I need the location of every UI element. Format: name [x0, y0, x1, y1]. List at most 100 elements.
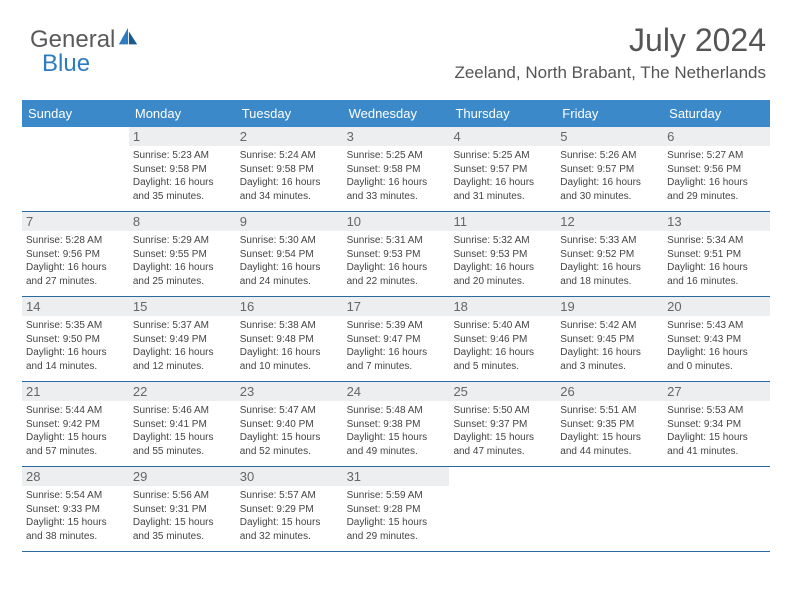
day-number: 25 — [449, 382, 556, 401]
day-number: 29 — [129, 467, 236, 486]
day-details: Sunrise: 5:54 AMSunset: 9:33 PMDaylight:… — [26, 489, 125, 543]
sunrise-text: Sunrise: 5:40 AM — [453, 319, 552, 333]
day-cell: 1Sunrise: 5:23 AMSunset: 9:58 PMDaylight… — [129, 127, 236, 211]
day-details: Sunrise: 5:31 AMSunset: 9:53 PMDaylight:… — [347, 234, 446, 288]
day-details: Sunrise: 5:24 AMSunset: 9:58 PMDaylight:… — [240, 149, 339, 203]
sunrise-text: Sunrise: 5:44 AM — [26, 404, 125, 418]
day-cell: 27 Sunrise: 5:53 AMSunset: 9:34 PMDayligh… — [663, 382, 770, 466]
day-cell: 21Sunrise: 5:44 AMSunset: 9:42 PMDayligh… — [22, 382, 129, 466]
sunrise-text: Sunrise: 5:28 AM — [26, 234, 125, 248]
day-cell: 14Sunrise: 5:35 AMSunset: 9:50 PMDayligh… — [22, 297, 129, 381]
day-details: Sunrise: 5:51 AMSunset: 9:35 PMDaylight:… — [560, 404, 659, 458]
sunrise-text: Sunrise: 5:53 AM — [667, 404, 766, 418]
day-number: 19 — [556, 297, 663, 316]
sunrise-text: Sunrise: 5:29 AM — [133, 234, 232, 248]
day-cell: 6Sunrise: 5:27 AMSunset: 9:56 PMDaylight… — [663, 127, 770, 211]
day-details: Sunrise: 5:30 AMSunset: 9:54 PMDaylight:… — [240, 234, 339, 288]
sunrise-text: Sunrise: 5:37 AM — [133, 319, 232, 333]
sunset-text: Sunset: 9:46 PM — [453, 333, 552, 347]
sunrise-text: Sunrise: 5:57 AM — [240, 489, 339, 503]
day-cell: 17Sunrise: 5:39 AMSunset: 9:47 PMDayligh… — [343, 297, 450, 381]
sunrise-text: Sunrise: 5:47 AM — [240, 404, 339, 418]
daylight-text: Daylight: 16 hours and 0 minutes. — [667, 346, 766, 373]
sunrise-text: Sunrise: 5:33 AM — [560, 234, 659, 248]
sunset-text: Sunset: 9:43 PM — [667, 333, 766, 347]
sunrise-text: Sunrise: 5:35 AM — [26, 319, 125, 333]
sunset-text: Sunset: 9:58 PM — [347, 163, 446, 177]
day-details: Sunrise: 5:28 AMSunset: 9:56 PMDaylight:… — [26, 234, 125, 288]
day-number: 10 — [343, 212, 450, 231]
sunset-text: Sunset: 9:40 PM — [240, 418, 339, 432]
sunset-text: Sunset: 9:42 PM — [26, 418, 125, 432]
sunset-text: Sunset: 9:57 PM — [453, 163, 552, 177]
day-details: Sunrise: 5:50 AMSunset: 9:37 PMDaylight:… — [453, 404, 552, 458]
sunset-text: Sunset: 9:33 PM — [26, 503, 125, 517]
day-number: 24 — [343, 382, 450, 401]
daylight-text: Daylight: 16 hours and 5 minutes. — [453, 346, 552, 373]
day-cell: 2Sunrise: 5:24 AMSunset: 9:58 PMDaylight… — [236, 127, 343, 211]
day-cell: 29 Sunrise: 5:56 AMSunset: 9:31 PMDayligh… — [129, 467, 236, 551]
day-details: Sunrise: 5:25 AMSunset: 9:57 PMDaylight:… — [453, 149, 552, 203]
day-details: Sunrise: 5:56 AMSunset: 9:31 PMDaylight:… — [133, 489, 232, 543]
daylight-text: Daylight: 15 hours and 55 minutes. — [133, 431, 232, 458]
day-number: 5 — [556, 127, 663, 146]
day-details: Sunrise: 5:43 AMSunset: 9:43 PMDaylight:… — [667, 319, 766, 373]
daylight-text: Daylight: 15 hours and 32 minutes. — [240, 516, 339, 543]
day-details: Sunrise: 5:27 AMSunset: 9:56 PMDaylight:… — [667, 149, 766, 203]
day-details: Sunrise: 5:40 AMSunset: 9:46 PMDaylight:… — [453, 319, 552, 373]
sunset-text: Sunset: 9:53 PM — [453, 248, 552, 262]
day-details: Sunrise: 5:57 AMSunset: 9:29 PMDaylight:… — [240, 489, 339, 543]
sunrise-text: Sunrise: 5:46 AM — [133, 404, 232, 418]
sunrise-text: Sunrise: 5:34 AM — [667, 234, 766, 248]
day-number: 28 — [22, 467, 129, 486]
day-details: Sunrise: 5:33 AMSunset: 9:52 PMDaylight:… — [560, 234, 659, 288]
day-details: Sunrise: 5:39 AMSunset: 9:47 PMDaylight:… — [347, 319, 446, 373]
day-number: 8 — [129, 212, 236, 231]
daylight-text: Daylight: 16 hours and 22 minutes. — [347, 261, 446, 288]
daylight-text: Daylight: 16 hours and 16 minutes. — [667, 261, 766, 288]
daylight-text: Daylight: 15 hours and 49 minutes. — [347, 431, 446, 458]
day-cell: 7Sunrise: 5:28 AMSunset: 9:56 PMDaylight… — [22, 212, 129, 296]
day-number: 15 — [129, 297, 236, 316]
sunrise-text: Sunrise: 5:39 AM — [347, 319, 446, 333]
day-number: 13 — [663, 212, 770, 231]
day-details: Sunrise: 5:46 AMSunset: 9:41 PMDaylight:… — [133, 404, 232, 458]
day-number: 21 — [22, 382, 129, 401]
day-details: Sunrise: 5:48 AMSunset: 9:38 PMDaylight:… — [347, 404, 446, 458]
day-cell — [22, 127, 129, 211]
day-details: Sunrise: 5:37 AMSunset: 9:49 PMDaylight:… — [133, 319, 232, 373]
day-number: 27 — [663, 382, 770, 401]
sunrise-text: Sunrise: 5:50 AM — [453, 404, 552, 418]
sunrise-text: Sunrise: 5:56 AM — [133, 489, 232, 503]
day-details: Sunrise: 5:32 AMSunset: 9:53 PMDaylight:… — [453, 234, 552, 288]
day-details: Sunrise: 5:53 AMSunset: 9:34 PMDaylight:… — [667, 404, 766, 458]
sunset-text: Sunset: 9:41 PM — [133, 418, 232, 432]
day-cell: 11Sunrise: 5:32 AMSunset: 9:53 PMDayligh… — [449, 212, 556, 296]
day-number: 18 — [449, 297, 556, 316]
weekday-header-row: Sunday Monday Tuesday Wednesday Thursday… — [22, 100, 770, 127]
daylight-text: Daylight: 16 hours and 7 minutes. — [347, 346, 446, 373]
daylight-text: Daylight: 16 hours and 3 minutes. — [560, 346, 659, 373]
daylight-text: Daylight: 15 hours and 29 minutes. — [347, 516, 446, 543]
day-cell: 23Sunrise: 5:47 AMSunset: 9:40 PMDayligh… — [236, 382, 343, 466]
sunset-text: Sunset: 9:51 PM — [667, 248, 766, 262]
day-number: 31 — [343, 467, 450, 486]
day-cell: 9Sunrise: 5:30 AMSunset: 9:54 PMDaylight… — [236, 212, 343, 296]
day-cell: 12Sunrise: 5:33 AMSunset: 9:52 PMDayligh… — [556, 212, 663, 296]
weekday-header: Thursday — [449, 100, 556, 127]
day-cell: 8Sunrise: 5:29 AMSunset: 9:55 PMDaylight… — [129, 212, 236, 296]
daylight-text: Daylight: 16 hours and 35 minutes. — [133, 176, 232, 203]
sunset-text: Sunset: 9:48 PM — [240, 333, 339, 347]
sunrise-text: Sunrise: 5:30 AM — [240, 234, 339, 248]
weekday-header: Tuesday — [236, 100, 343, 127]
week-row: 28 Sunrise: 5:54 AMSunset: 9:33 PMDayligh… — [22, 467, 770, 552]
week-row: 7Sunrise: 5:28 AMSunset: 9:56 PMDaylight… — [22, 212, 770, 297]
header-right: July 2024 Zeeland, North Brabant, The Ne… — [454, 22, 766, 83]
daylight-text: Daylight: 16 hours and 27 minutes. — [26, 261, 125, 288]
day-number: 16 — [236, 297, 343, 316]
sunrise-text: Sunrise: 5:25 AM — [453, 149, 552, 163]
day-cell: 25 Sunrise: 5:50 AMSunset: 9:37 PMDayligh… — [449, 382, 556, 466]
sunset-text: Sunset: 9:58 PM — [133, 163, 232, 177]
day-details: Sunrise: 5:38 AMSunset: 9:48 PMDaylight:… — [240, 319, 339, 373]
sunrise-text: Sunrise: 5:25 AM — [347, 149, 446, 163]
